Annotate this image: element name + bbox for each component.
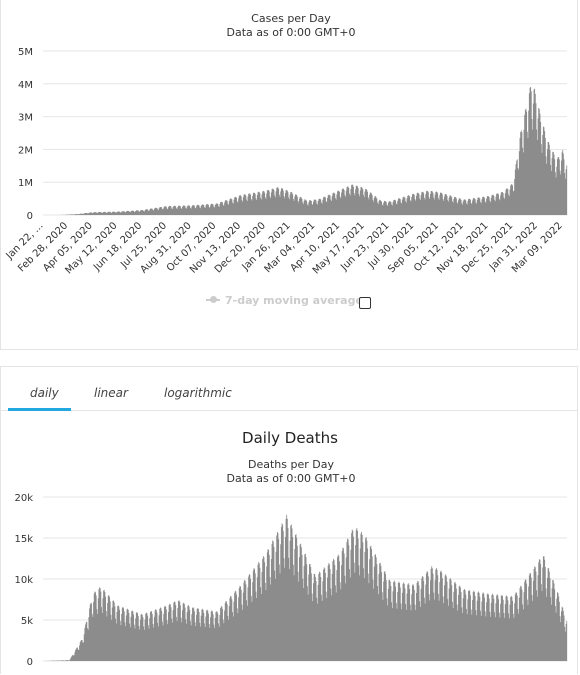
moving-average-checkbox[interactable] <box>359 297 371 309</box>
cases-y-axis: 0 1M 2M 3M 4M 5M <box>18 47 33 222</box>
deaths-bars <box>43 514 568 661</box>
y-tick-label: 5k <box>21 616 33 627</box>
y-tick-label: 15k <box>14 534 33 545</box>
daily-bars <box>43 514 568 661</box>
cases-grid <box>43 50 567 216</box>
y-tick-label: 4M <box>18 80 33 91</box>
deaths-chart: Deaths per Day Data as of 0:00 GMT+0 0 5k… <box>14 458 568 668</box>
deaths-chart-subtitle-date: Data as of 0:00 GMT+0 <box>227 472 356 485</box>
legend-item-7-day-moving-average[interactable]: 7-day moving average <box>206 292 363 308</box>
y-tick-label: 3M <box>18 113 33 124</box>
y-tick-label: 0 <box>27 211 33 222</box>
y-tick-label: 10k <box>14 575 33 586</box>
y-tick-label: 1M <box>18 178 33 189</box>
daily-bars <box>43 87 568 215</box>
deaths-chart-subtitle: Deaths per Day <box>248 458 334 471</box>
tab-logarithmic[interactable]: logarithmic <box>164 386 232 400</box>
cases-chart: Cases per Day Data as of 0:00 GMT+0 0 1M 2… <box>4 12 568 276</box>
tab-linear[interactable]: linear <box>94 386 128 400</box>
y-tick-label: 20k <box>14 493 33 504</box>
deaths-y-axis: 0 5k 10k 15k 20k <box>14 493 33 668</box>
legend-label: 7-day moving average <box>225 293 363 307</box>
deaths-heading: Daily Deaths <box>242 429 338 447</box>
cases-chart-panel: Cases per Day Data as of 0:00 GMT+0 0 1M 2… <box>0 0 578 350</box>
cases-chart-subtitle: Data as of 0:00 GMT+0 <box>227 26 356 39</box>
y-tick-label: 0 <box>27 657 33 668</box>
legend-line-icon <box>206 296 220 303</box>
tab-daily[interactable]: daily <box>30 386 59 400</box>
deaths-chart-panel: daily linear logarithmic Daily Deaths De… <box>0 366 578 674</box>
active-tab-indicator <box>8 408 71 411</box>
cases-chart-title: Cases per Day <box>251 12 331 25</box>
y-tick-label: 2M <box>18 145 33 156</box>
scale-tabs: daily linear logarithmic <box>1 367 577 411</box>
cases-bars <box>43 87 568 215</box>
y-tick-label: 5M <box>18 47 33 58</box>
